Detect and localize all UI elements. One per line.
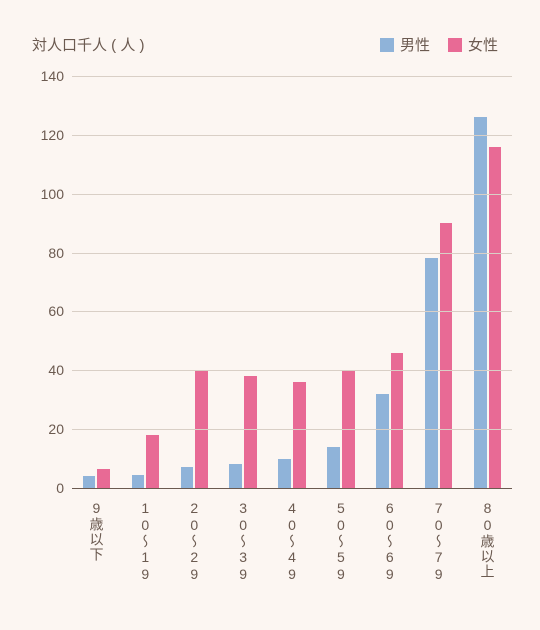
gridline: [72, 253, 512, 254]
bar: [425, 258, 438, 488]
legend-item: 女性: [448, 34, 498, 55]
bar: [391, 353, 404, 488]
bar: [440, 223, 453, 488]
bar: [376, 394, 389, 488]
y-tick-label: 0: [32, 480, 64, 496]
chart-container: 対人口千人 ( 人 ) 男性女性 0204060801001201409歳以下1…: [0, 0, 540, 630]
bars-layer: [72, 76, 512, 488]
bar: [474, 117, 487, 488]
bar: [97, 469, 110, 488]
y-tick-label: 140: [32, 68, 64, 84]
y-tick-label: 40: [32, 362, 64, 378]
x-tick-label: 60〜69: [380, 500, 400, 583]
bar: [229, 464, 242, 488]
x-tick-label: 30〜39: [233, 500, 253, 583]
y-tick-label: 60: [32, 303, 64, 319]
gridline: [72, 429, 512, 430]
gridline: [72, 370, 512, 371]
bar: [244, 376, 257, 488]
y-tick-label: 20: [32, 421, 64, 437]
bar: [132, 475, 145, 488]
y-axis-title: 対人口千人 ( 人 ): [32, 34, 145, 55]
bar: [489, 147, 502, 488]
x-tick-label: 70〜79: [429, 500, 449, 583]
gridline: [72, 194, 512, 195]
bar: [278, 459, 291, 488]
x-tick-label: 20〜29: [184, 500, 204, 583]
legend-swatch: [448, 38, 462, 52]
x-tick-label: 50〜59: [331, 500, 351, 583]
bar: [293, 382, 306, 488]
y-tick-label: 120: [32, 127, 64, 143]
legend: 男性 女性: [380, 34, 498, 55]
plot-area: 0204060801001201409歳以下10〜1920〜2930〜3940〜…: [72, 76, 512, 488]
x-tick-label: 40〜49: [282, 500, 302, 583]
gridline: [72, 488, 512, 489]
x-tick-label: 10〜19: [135, 500, 155, 583]
gridline: [72, 135, 512, 136]
bar: [181, 467, 194, 488]
legend-label: 女性: [468, 34, 498, 55]
y-tick-label: 100: [32, 186, 64, 202]
bar: [83, 476, 96, 488]
legend-swatch: [380, 38, 394, 52]
x-tick-label: 9歳以下: [86, 500, 106, 562]
bar: [327, 447, 340, 488]
legend-item: 男性: [380, 34, 430, 55]
x-tick-label: 80歳以上: [478, 500, 498, 579]
legend-label: 男性: [400, 34, 430, 55]
gridline: [72, 76, 512, 77]
gridline: [72, 311, 512, 312]
bar: [146, 435, 159, 488]
y-tick-label: 80: [32, 245, 64, 261]
